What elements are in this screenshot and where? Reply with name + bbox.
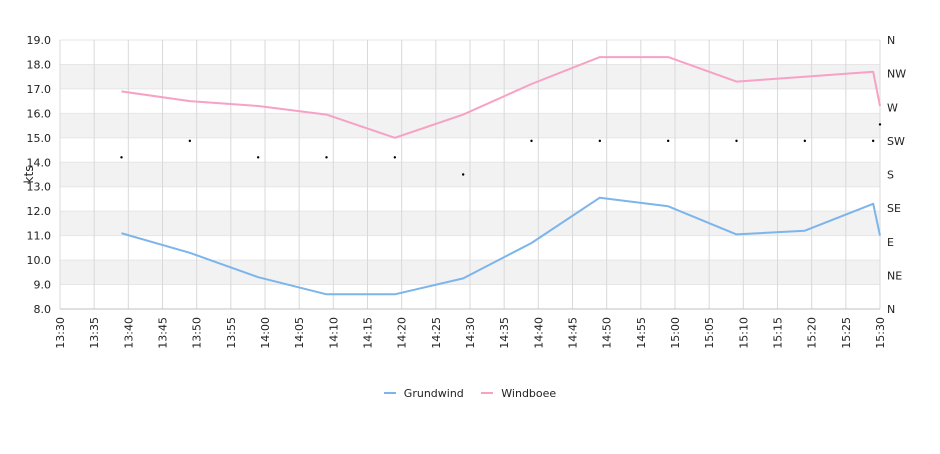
y2-tick-label: S <box>887 169 894 182</box>
x-tick-label: 15:05 <box>703 317 716 349</box>
y2-tick-label: N <box>887 34 895 47</box>
x-tick-label: 14:50 <box>601 317 614 349</box>
legend: Grundwind Windboee <box>0 384 940 400</box>
y-tick-label: 17.0 <box>27 83 52 96</box>
y-tick-label: 8.0 <box>34 303 52 316</box>
legend-swatch-grundwind <box>383 392 396 394</box>
direction-point <box>803 139 807 143</box>
x-tick-label: 14:45 <box>567 317 580 349</box>
x-tick-label: 13:45 <box>157 317 170 349</box>
x-tick-label: 15:30 <box>874 317 887 349</box>
x-tick-label: 13:35 <box>88 317 101 349</box>
x-tick-label: 14:35 <box>498 317 511 349</box>
series-line-grundwind <box>121 196 881 296</box>
legend-item-windboee[interactable]: Windboee <box>481 387 556 400</box>
legend-item-grundwind[interactable]: Grundwind <box>383 386 464 400</box>
direction-point <box>461 173 465 176</box>
y-tick-label: 16.0 <box>27 107 52 120</box>
direction-point <box>256 156 260 159</box>
x-tick-label: 14:15 <box>362 317 375 349</box>
x-tick-label: 13:30 <box>54 317 67 349</box>
x-tick-label: 14:30 <box>464 317 477 349</box>
axis-labels: 8.0 9.0 10.0 11.0 12.0 13.0 14.0 15.0 16.0 17.0 18… <box>22 34 906 349</box>
legend-label-windboee: Windboee <box>501 386 557 400</box>
y-tick-label: 13.0 <box>27 181 52 194</box>
direction-point <box>735 139 738 143</box>
x-tick-label: 15:25 <box>840 317 853 349</box>
x-tick-label: 14:25 <box>430 317 443 349</box>
x-tick-label: 13:40 <box>122 317 135 349</box>
x-tick-label: 15:00 <box>669 317 682 349</box>
y-tick-label: 15.0 <box>27 132 52 145</box>
series-lines <box>121 56 881 296</box>
x-tick-label: 14:55 <box>635 317 648 349</box>
x-tick-label: 13:50 <box>191 317 204 349</box>
direction-point <box>188 139 192 143</box>
x-tick-label: 13:55 <box>225 317 238 349</box>
grid-lines <box>59 39 881 310</box>
direction-point <box>120 156 123 159</box>
direction-point <box>871 139 875 143</box>
y2-tick-label: NE <box>887 269 902 282</box>
y-tick-label: 11.0 <box>27 230 52 243</box>
x-tick-label: 15:10 <box>737 317 750 349</box>
x-tick-label: 14:40 <box>532 317 545 349</box>
y-axis-title: kts <box>22 166 36 184</box>
y-tick-label: 14.0 <box>27 156 52 169</box>
x-tick-label: 15:15 <box>772 317 785 349</box>
x-tick-label: 14:05 <box>293 317 306 349</box>
y2-tick-label: N <box>887 303 895 316</box>
direction-point <box>878 123 882 126</box>
y2-tick-label: SW <box>887 135 905 148</box>
direction-point <box>325 156 328 159</box>
y-tick-label: 12.0 <box>27 205 52 218</box>
y-tick-label: 18.0 <box>27 58 52 71</box>
series-line-windboee <box>121 56 881 139</box>
y2-tick-label: NW <box>887 68 906 81</box>
x-tick-label: 15:20 <box>806 317 819 349</box>
y2-tick-label: E <box>887 236 894 249</box>
x-tick-label: 14:00 <box>259 317 272 349</box>
y-tick-label: 19.0 <box>27 34 52 47</box>
x-tick-label: 14:20 <box>396 317 409 349</box>
direction-point <box>666 139 670 143</box>
legend-swatch-windboee <box>481 392 494 394</box>
direction-markers <box>120 123 882 176</box>
y2-tick-label: W <box>887 101 898 114</box>
direction-point <box>598 139 602 143</box>
direction-point <box>393 156 397 159</box>
x-tick-label: 14:10 <box>327 317 340 349</box>
y-tick-label: 10.0 <box>27 254 52 267</box>
y-tick-label: 9.0 <box>34 279 52 292</box>
y2-tick-label: SE <box>887 202 901 215</box>
legend-label-grundwind: Grundwind <box>403 386 464 400</box>
direction-point <box>530 139 533 143</box>
